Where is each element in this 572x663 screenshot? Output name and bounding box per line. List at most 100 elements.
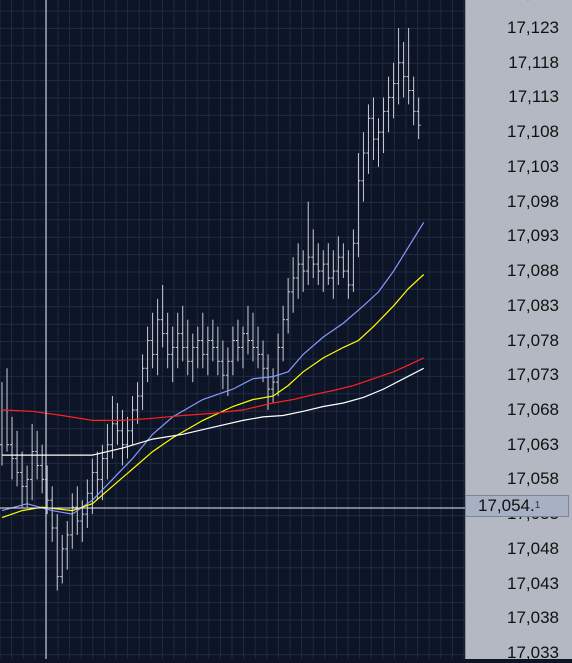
y-tick-label: 17,058 [507,469,559,489]
ohlc-bar [65,521,70,570]
moving-average-line-4 [2,367,424,456]
ohlc-bar [210,319,215,362]
y-tick-label: 17,128 [507,0,559,3]
ohlc-bar [95,451,100,501]
price-axis[interactable]: 17,128 17,123 17,118 17,113 17,108 17,103 17,0… [465,0,572,662]
ohlc-bar [160,284,165,348]
ohlc-bar [180,305,185,362]
ohlc-bar [371,97,376,160]
ohlc-bar [316,243,321,285]
current-price-label: 17,054.1 [465,495,569,518]
ohlc-bar [240,326,245,369]
ohlc-bar [391,62,396,119]
ohlc-bar [170,326,175,383]
y-tick-label: 17,103 [507,156,559,176]
ohlc-bar [301,250,306,292]
ohlc-bar [220,340,225,390]
ohlc-bar [200,312,205,369]
ohlc-bar [331,250,336,299]
ohlc-bar [361,132,366,202]
ohlc-bar [245,305,250,355]
y-tick-label: 17,038 [507,608,559,628]
ohlc-bar [155,298,160,376]
ohlc-bar [296,243,301,299]
ohlc-bar [30,423,35,501]
ohlc-bar [185,319,190,376]
ohlc-bar [396,28,401,105]
moving-average-line-2 [1,274,425,519]
ohlc-bar [346,250,351,299]
ohlc-bar [140,354,145,410]
ohlc-bar [40,444,45,494]
ohlc-bar [195,326,200,369]
ohlc-bar [230,326,235,376]
ohlc-bar [115,403,120,445]
bars-layer [0,28,421,591]
ohlc-bar [110,396,115,459]
ohlc-bar [386,76,391,133]
ohlc-bar [225,347,230,397]
ohlc-bar [261,340,266,383]
ohlc-bar [15,430,20,487]
ohlc-bar [341,243,346,278]
ohlc-bar [251,312,255,362]
ohlc-bar [311,229,316,278]
y-tick-label: 17,088 [507,261,559,281]
y-tick-label: 17,083 [507,295,559,315]
ohlc-bar [326,243,331,285]
ohlc-bar [281,305,286,362]
current-price-value: 17,054. [478,496,535,516]
ohlc-bar [60,534,65,584]
ohlc-bar [356,153,361,258]
ohlc-bar [256,326,261,369]
ohlc-bar [406,28,411,105]
y-tick-label: 17,113 [508,87,559,107]
y-tick-label: 17,048 [507,538,559,558]
ohlc-bar [50,486,55,542]
ohlc-bar [55,514,60,591]
ohlc-bar [291,257,296,313]
ohlc-bar [286,278,291,334]
ohlc-bar [190,333,195,383]
ohlc-bar [266,354,271,410]
ohlc-bar [321,250,326,292]
ohlc-bar [120,409,125,466]
ohlc-bar [25,465,30,508]
ohlc-bar [100,444,105,501]
price-chart-plot[interactable] [0,0,465,659]
ohlc-bar [10,416,15,480]
ohlc-bar [150,312,155,369]
ohlc-bar [165,312,170,369]
ohlc-bar [416,97,421,140]
y-tick-label: 17,118 [508,52,559,72]
ohlc-bar [130,396,135,445]
ohlc-bar [125,416,130,459]
ohlc-bar [351,229,356,292]
ohlc-bar [276,333,281,397]
moving-average-lines [1,222,425,519]
ohlc-bar [401,41,406,98]
current-price-fraction: 1 [534,500,541,512]
ohlc-bar [175,312,180,369]
ohlc-bar [90,458,95,515]
ohlc-bar [235,319,240,362]
y-tick-label: 17,063 [507,434,559,454]
grid-layer [0,0,465,659]
y-tick-label: 17,108 [507,122,559,142]
ohlc-bar [381,97,386,153]
ohlc-bar [215,326,220,376]
y-tick-label: 17,093 [507,226,559,246]
y-tick-label: 17,123 [507,18,559,37]
ohlc-bar [20,451,25,508]
ohlc-bar [376,118,381,167]
ohlc-bar [411,76,416,126]
y-tick-label: 17,043 [507,573,559,593]
ohlc-bar [70,493,75,549]
ohlc-bar [145,326,150,383]
y-tick-label: 17,098 [507,191,559,211]
ohlc-bar [366,104,371,174]
y-tick-label: 17,033 [507,643,559,662]
y-tick-label: 17,073 [507,365,559,385]
y-tick-label: 17,068 [507,399,559,419]
